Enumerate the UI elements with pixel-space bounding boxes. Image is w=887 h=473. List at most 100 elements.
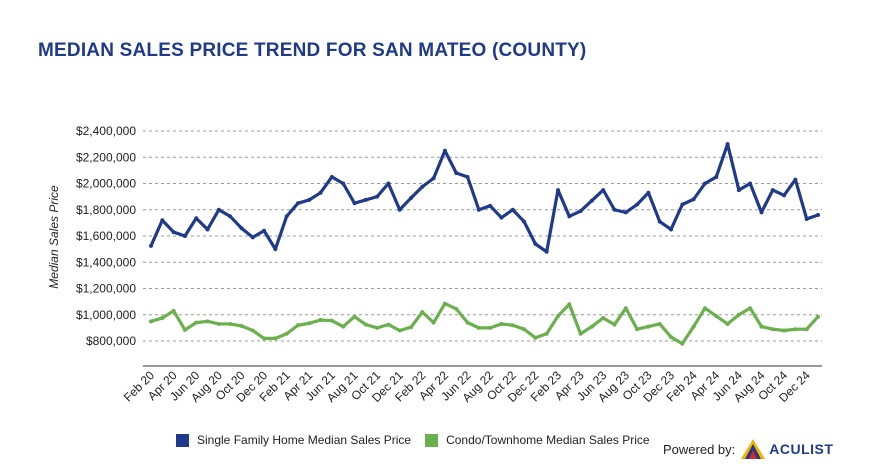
data-point[interactable] (386, 181, 391, 186)
data-point[interactable] (216, 321, 221, 326)
data-point[interactable] (510, 207, 515, 212)
data-point[interactable] (533, 335, 538, 340)
data-point[interactable] (442, 301, 447, 306)
data-point[interactable] (239, 323, 244, 328)
data-point[interactable] (329, 174, 334, 179)
data-point[interactable] (273, 247, 278, 252)
data-point[interactable] (250, 328, 255, 333)
data-point[interactable] (386, 322, 391, 327)
data-point[interactable] (465, 174, 470, 179)
data-point[interactable] (612, 207, 617, 212)
legend-item-condo[interactable]: Condo/Townhome Median Sales Price (425, 433, 650, 447)
data-point[interactable] (284, 214, 289, 219)
data-point[interactable] (612, 322, 617, 327)
data-point[interactable] (623, 210, 628, 215)
data-point[interactable] (748, 181, 753, 186)
data-point[interactable] (363, 197, 368, 202)
data-point[interactable] (465, 320, 470, 325)
data-point[interactable] (476, 325, 481, 330)
data-point[interactable] (160, 218, 165, 223)
data-point[interactable] (748, 306, 753, 311)
data-point[interactable] (601, 316, 606, 321)
data-point[interactable] (544, 331, 549, 336)
data-point[interactable] (669, 335, 674, 340)
data-point[interactable] (578, 331, 583, 336)
data-point[interactable] (420, 184, 425, 189)
data-point[interactable] (228, 214, 233, 219)
data-point[interactable] (793, 177, 798, 182)
data-point[interactable] (442, 148, 447, 153)
data-point[interactable] (431, 176, 436, 181)
data-point[interactable] (770, 188, 775, 193)
data-point[interactable] (341, 181, 346, 186)
data-point[interactable] (759, 324, 764, 329)
data-point[interactable] (352, 314, 357, 319)
data-point[interactable] (194, 216, 199, 221)
data-point[interactable] (454, 171, 459, 175)
data-point[interactable] (171, 230, 176, 235)
data-point[interactable] (171, 308, 176, 313)
data-point[interactable] (420, 310, 425, 315)
data-point[interactable] (816, 213, 820, 217)
data-point[interactable] (431, 320, 436, 325)
data-point[interactable] (567, 214, 572, 219)
data-point[interactable] (544, 249, 549, 254)
data-point[interactable] (194, 320, 199, 325)
data-point[interactable] (149, 319, 153, 324)
data-point[interactable] (567, 302, 572, 307)
data-point[interactable] (804, 327, 809, 332)
data-point[interactable] (295, 323, 300, 328)
data-point[interactable] (782, 193, 787, 198)
data-point[interactable] (714, 174, 719, 179)
data-point[interactable] (782, 328, 787, 333)
data-point[interactable] (736, 312, 741, 317)
data-point[interactable] (522, 219, 527, 224)
data-point[interactable] (307, 197, 312, 202)
data-point[interactable] (307, 321, 312, 326)
data-point[interactable] (589, 324, 594, 329)
data-point[interactable] (555, 188, 560, 193)
data-point[interactable] (725, 321, 730, 326)
data-point[interactable] (262, 336, 267, 341)
data-point[interactable] (702, 181, 707, 186)
data-point[interactable] (250, 235, 255, 240)
data-point[interactable] (488, 325, 493, 330)
data-point[interactable] (205, 227, 210, 232)
data-point[interactable] (262, 228, 267, 233)
data-point[interactable] (578, 209, 583, 214)
data-point[interactable] (352, 201, 357, 206)
data-point[interactable] (205, 319, 210, 324)
data-point[interactable] (409, 325, 414, 330)
data-point[interactable] (691, 197, 696, 202)
data-point[interactable] (149, 243, 153, 248)
data-point[interactable] (363, 322, 368, 327)
data-point[interactable] (318, 318, 323, 322)
data-point[interactable] (646, 324, 651, 329)
data-point[interactable] (216, 207, 221, 212)
data-point[interactable] (714, 314, 719, 319)
data-point[interactable] (736, 188, 741, 193)
data-point[interactable] (510, 323, 515, 328)
data-point[interactable] (454, 306, 459, 311)
data-point[interactable] (182, 327, 187, 332)
data-point[interactable] (635, 202, 640, 207)
data-point[interactable] (793, 327, 798, 332)
data-point[interactable] (669, 227, 674, 232)
data-point[interactable] (804, 216, 809, 221)
data-point[interactable] (284, 331, 289, 336)
data-point[interactable] (555, 314, 560, 319)
data-point[interactable] (295, 201, 300, 206)
data-point[interactable] (702, 306, 707, 311)
data-point[interactable] (657, 321, 662, 326)
data-point[interactable] (488, 203, 493, 208)
data-point[interactable] (589, 198, 594, 203)
data-point[interactable] (409, 195, 414, 200)
data-point[interactable] (397, 328, 402, 333)
data-point[interactable] (228, 321, 233, 326)
data-point[interactable] (816, 314, 820, 319)
legend-item-single-family[interactable]: Single Family Home Median Sales Price (176, 433, 411, 447)
data-point[interactable] (623, 306, 628, 311)
data-point[interactable] (680, 202, 685, 207)
data-point[interactable] (375, 325, 380, 330)
data-point[interactable] (601, 188, 606, 193)
